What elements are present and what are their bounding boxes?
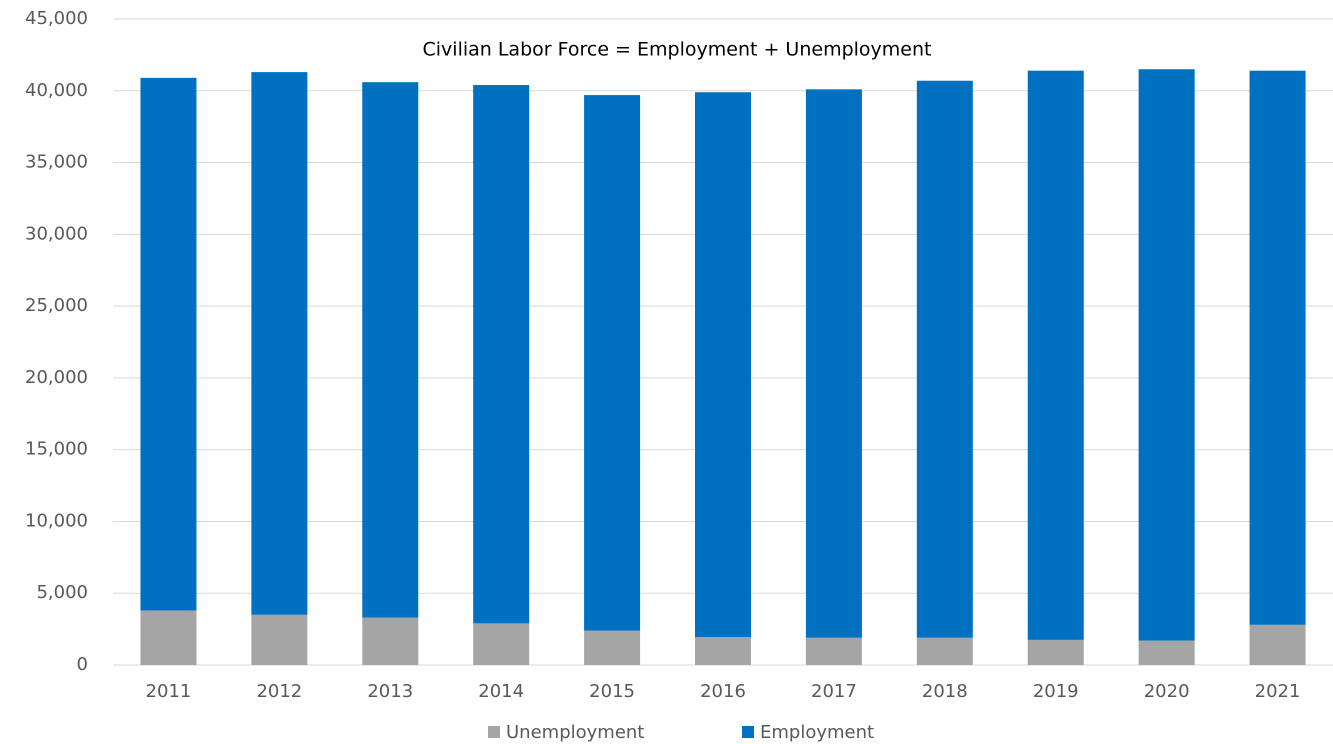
bar-segment <box>251 614 308 665</box>
y-tick-label: 25,000 <box>25 295 88 316</box>
chart-title: Civilian Labor Force = Employment + Unem… <box>423 39 932 61</box>
legend-swatch <box>488 726 500 738</box>
x-tick-label: 2019 <box>1033 681 1079 702</box>
y-tick-label: 45,000 <box>25 8 88 29</box>
x-tick-label: 2021 <box>1255 681 1301 702</box>
bar-segment <box>473 623 530 665</box>
bar-segment <box>1138 69 1195 641</box>
bar-segment <box>805 637 862 665</box>
bar-segment <box>140 77 197 611</box>
bar-segment <box>473 85 530 624</box>
bar-segment <box>362 82 419 618</box>
bar-segment <box>1249 624 1306 665</box>
x-tick-label: 2014 <box>478 681 524 702</box>
y-tick-label: 30,000 <box>25 223 88 244</box>
bar-segment <box>584 95 641 631</box>
legend-label: Unemployment <box>506 722 644 743</box>
bar-segment <box>1249 70 1306 625</box>
bar-segment <box>695 637 751 665</box>
bar-segment <box>695 92 751 638</box>
y-tick-label: 40,000 <box>25 80 88 101</box>
legend-label: Employment <box>760 722 874 743</box>
bar-segment <box>140 610 197 665</box>
x-tick-label: 2018 <box>922 681 968 702</box>
y-tick-label: 0 <box>77 654 88 675</box>
bar-segment <box>916 637 973 665</box>
y-tick-label: 35,000 <box>25 152 88 173</box>
y-tick-label: 5,000 <box>36 582 88 603</box>
y-tick-label: 20,000 <box>25 367 88 388</box>
y-tick-label: 15,000 <box>25 439 88 460</box>
legend-swatch <box>742 726 754 738</box>
bar-segment <box>1027 70 1084 640</box>
bar-segment <box>1138 640 1195 665</box>
x-tick-label: 2017 <box>811 681 857 702</box>
y-tick-label: 10,000 <box>25 510 88 531</box>
x-tick-label: 2012 <box>256 681 302 702</box>
x-tick-label: 2015 <box>589 681 635 702</box>
bar-segment <box>916 80 973 638</box>
bar-segment <box>584 630 641 665</box>
x-tick-label: 2020 <box>1144 681 1190 702</box>
x-tick-label: 2011 <box>146 681 192 702</box>
bar-segment <box>1027 639 1084 665</box>
x-tick-label: 2016 <box>700 681 746 702</box>
bar-segment <box>805 89 862 638</box>
bar-segment <box>362 617 419 665</box>
x-tick-label: 2013 <box>367 681 413 702</box>
bar-segment <box>251 72 308 615</box>
